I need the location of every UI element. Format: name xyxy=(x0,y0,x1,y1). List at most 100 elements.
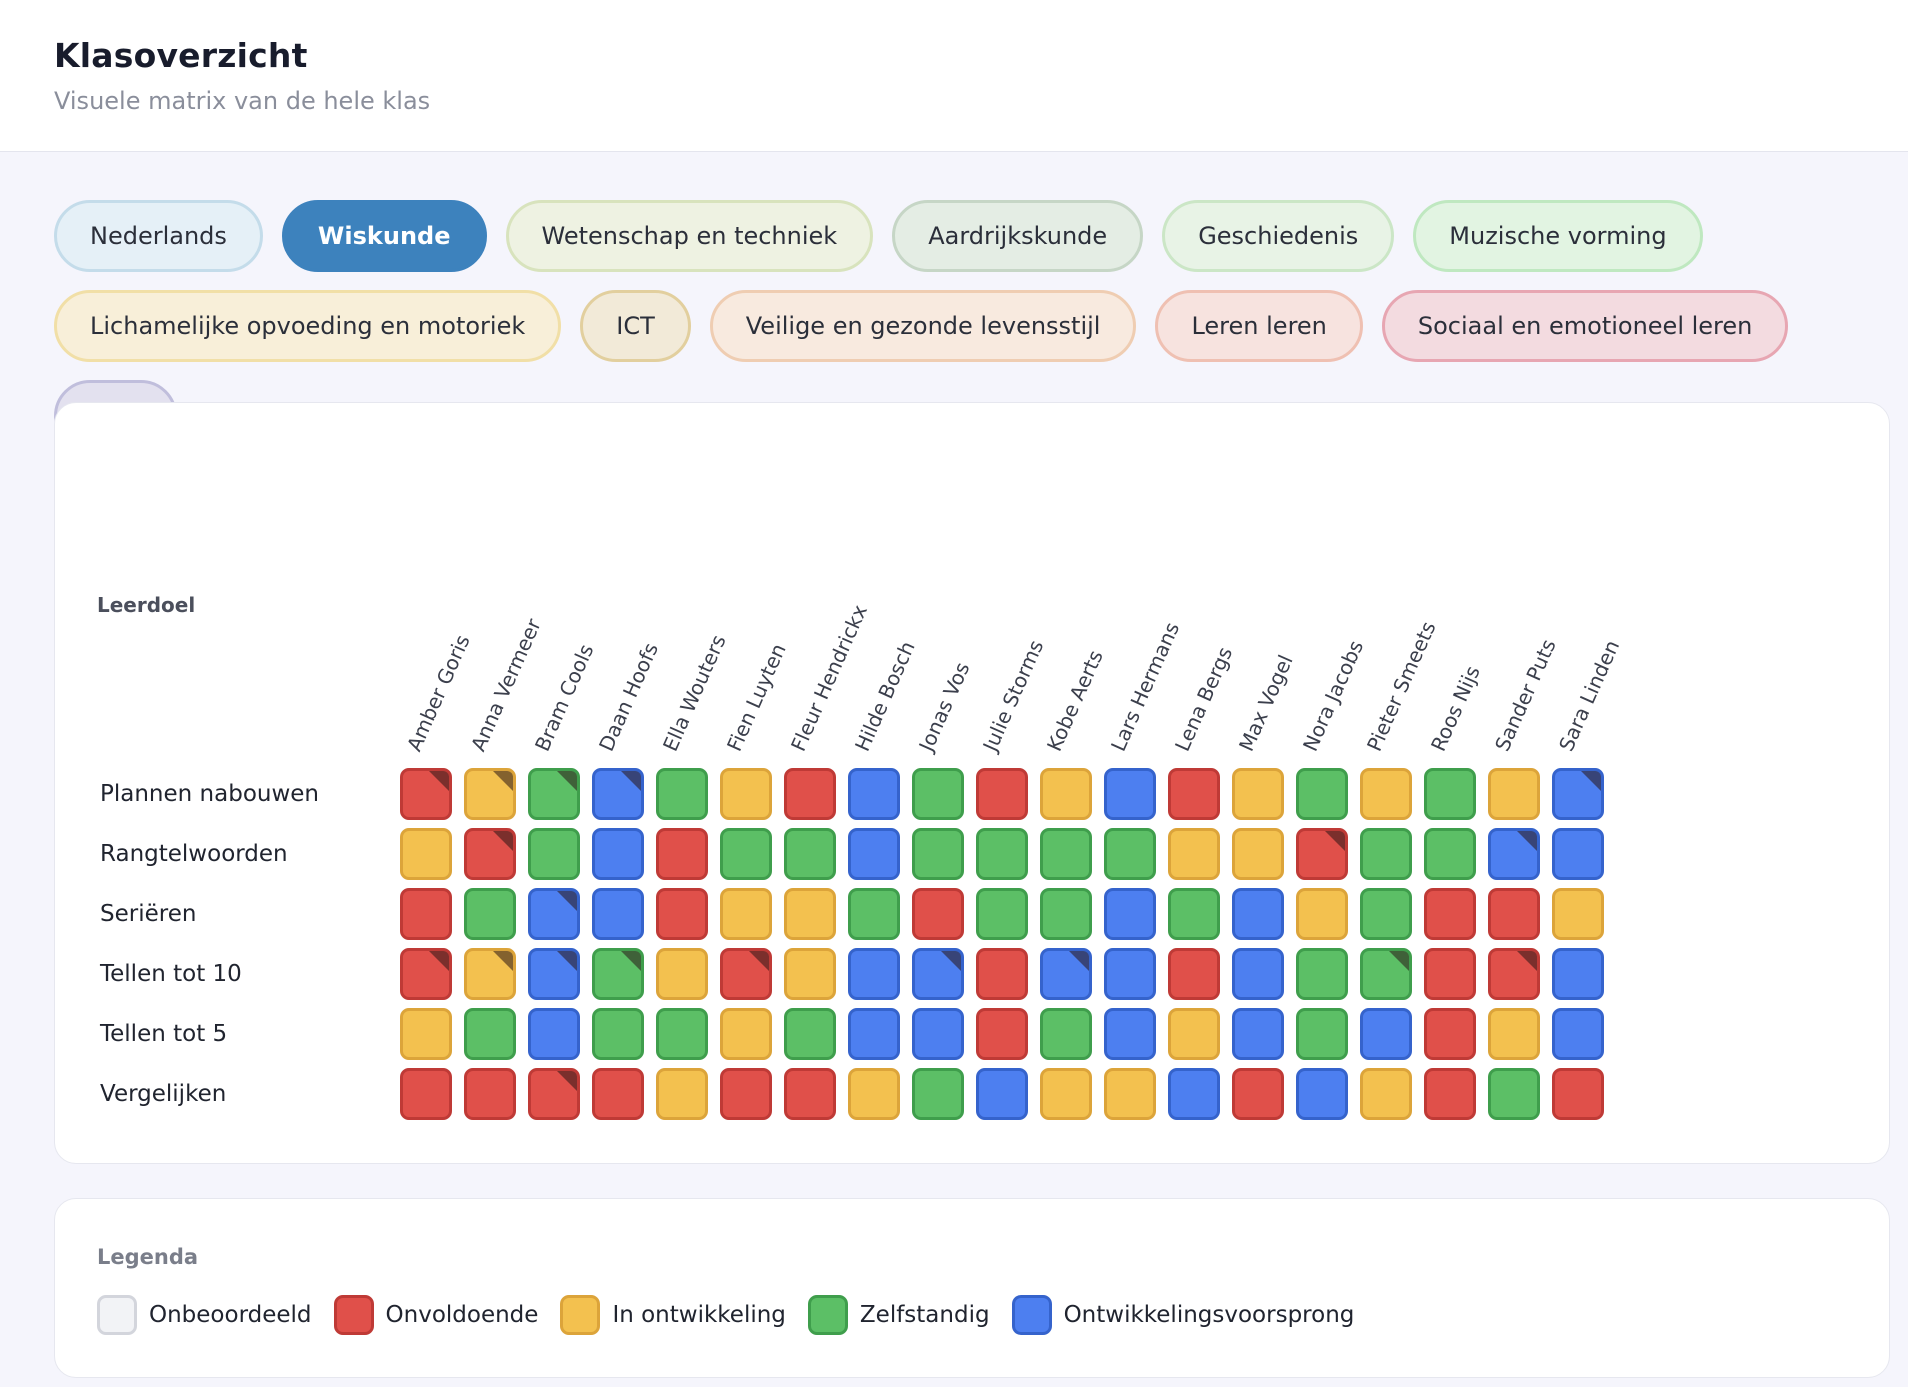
score-cell[interactable] xyxy=(592,1068,644,1120)
subject-chip-veilige-en-gezonde-levensstijl[interactable]: Veilige en gezonde levensstijl xyxy=(709,290,1137,362)
score-cell[interactable] xyxy=(720,888,772,940)
score-cell[interactable] xyxy=(720,948,772,1000)
score-cell[interactable] xyxy=(912,948,964,1000)
score-cell[interactable] xyxy=(656,948,708,1000)
score-cell[interactable] xyxy=(592,948,644,1000)
score-cell[interactable] xyxy=(1424,828,1476,880)
score-cell[interactable] xyxy=(1040,768,1092,820)
score-cell[interactable] xyxy=(912,1068,964,1120)
score-cell[interactable] xyxy=(528,948,580,1000)
score-cell[interactable] xyxy=(1360,1068,1412,1120)
score-cell[interactable] xyxy=(1424,888,1476,940)
score-cell[interactable] xyxy=(528,828,580,880)
score-cell[interactable] xyxy=(1488,948,1540,1000)
score-cell[interactable] xyxy=(1040,1008,1092,1060)
score-cell[interactable] xyxy=(1104,828,1156,880)
score-cell[interactable] xyxy=(1232,1008,1284,1060)
score-cell[interactable] xyxy=(1488,828,1540,880)
score-cell[interactable] xyxy=(400,768,452,820)
score-cell[interactable] xyxy=(1104,1008,1156,1060)
score-cell[interactable] xyxy=(1040,828,1092,880)
score-cell[interactable] xyxy=(784,768,836,820)
score-cell[interactable] xyxy=(656,888,708,940)
score-cell[interactable] xyxy=(592,888,644,940)
score-cell[interactable] xyxy=(976,888,1028,940)
subject-chip-geschiedenis[interactable]: Geschiedenis xyxy=(1162,200,1395,272)
score-cell[interactable] xyxy=(848,948,900,1000)
subject-chip-nederlands[interactable]: Nederlands xyxy=(54,200,263,272)
score-cell[interactable] xyxy=(720,768,772,820)
subject-chip-sociaal-en-emotioneel-leren[interactable]: Sociaal en emotioneel leren xyxy=(1381,290,1789,362)
subject-chip-muzische-vorming[interactable]: Muzische vorming xyxy=(1413,200,1703,272)
score-cell[interactable] xyxy=(1232,948,1284,1000)
score-cell[interactable] xyxy=(912,768,964,820)
score-cell[interactable] xyxy=(1360,888,1412,940)
score-cell[interactable] xyxy=(1488,1008,1540,1060)
score-cell[interactable] xyxy=(656,828,708,880)
score-cell[interactable] xyxy=(1488,768,1540,820)
score-cell[interactable] xyxy=(1104,768,1156,820)
score-cell[interactable] xyxy=(464,828,516,880)
score-cell[interactable] xyxy=(464,1068,516,1120)
score-cell[interactable] xyxy=(1552,768,1604,820)
score-cell[interactable] xyxy=(656,768,708,820)
score-cell[interactable] xyxy=(1104,888,1156,940)
score-cell[interactable] xyxy=(1424,948,1476,1000)
score-cell[interactable] xyxy=(1552,948,1604,1000)
score-cell[interactable] xyxy=(592,828,644,880)
score-cell[interactable] xyxy=(1552,1068,1604,1120)
score-cell[interactable] xyxy=(1360,768,1412,820)
score-cell[interactable] xyxy=(912,1008,964,1060)
score-cell[interactable] xyxy=(1424,1068,1476,1120)
score-cell[interactable] xyxy=(1168,948,1220,1000)
score-cell[interactable] xyxy=(464,1008,516,1060)
score-cell[interactable] xyxy=(1104,948,1156,1000)
score-cell[interactable] xyxy=(400,1008,452,1060)
score-cell[interactable] xyxy=(528,888,580,940)
score-cell[interactable] xyxy=(1552,828,1604,880)
score-cell[interactable] xyxy=(720,1068,772,1120)
subject-chip-leren-leren[interactable]: Leren leren xyxy=(1155,290,1363,362)
score-cell[interactable] xyxy=(400,1068,452,1120)
score-cell[interactable] xyxy=(976,828,1028,880)
score-cell[interactable] xyxy=(528,1068,580,1120)
score-cell[interactable] xyxy=(464,948,516,1000)
score-cell[interactable] xyxy=(1296,828,1348,880)
score-cell[interactable] xyxy=(1168,828,1220,880)
score-cell[interactable] xyxy=(400,828,452,880)
score-cell[interactable] xyxy=(784,888,836,940)
score-cell[interactable] xyxy=(592,768,644,820)
score-cell[interactable] xyxy=(656,1008,708,1060)
score-cell[interactable] xyxy=(784,1068,836,1120)
score-cell[interactable] xyxy=(1424,768,1476,820)
score-cell[interactable] xyxy=(848,888,900,940)
score-cell[interactable] xyxy=(1360,828,1412,880)
subject-chip-wiskunde[interactable]: Wiskunde xyxy=(281,200,487,272)
score-cell[interactable] xyxy=(1296,1068,1348,1120)
score-cell[interactable] xyxy=(1040,948,1092,1000)
score-cell[interactable] xyxy=(1168,1008,1220,1060)
score-cell[interactable] xyxy=(784,1008,836,1060)
score-cell[interactable] xyxy=(720,828,772,880)
score-cell[interactable] xyxy=(848,1068,900,1120)
score-cell[interactable] xyxy=(1168,768,1220,820)
score-cell[interactable] xyxy=(1104,1068,1156,1120)
score-cell[interactable] xyxy=(592,1008,644,1060)
score-cell[interactable] xyxy=(1424,1008,1476,1060)
score-cell[interactable] xyxy=(784,828,836,880)
score-cell[interactable] xyxy=(1168,1068,1220,1120)
score-cell[interactable] xyxy=(848,768,900,820)
score-cell[interactable] xyxy=(1488,888,1540,940)
score-cell[interactable] xyxy=(528,1008,580,1060)
subject-chip-lichamelijke-opvoeding-en-motoriek[interactable]: Lichamelijke opvoeding en motoriek xyxy=(54,290,562,362)
score-cell[interactable] xyxy=(912,828,964,880)
score-cell[interactable] xyxy=(976,1068,1028,1120)
score-cell[interactable] xyxy=(912,888,964,940)
score-cell[interactable] xyxy=(976,948,1028,1000)
score-cell[interactable] xyxy=(1040,888,1092,940)
score-cell[interactable] xyxy=(1296,1008,1348,1060)
score-cell[interactable] xyxy=(400,948,452,1000)
score-cell[interactable] xyxy=(1232,1068,1284,1120)
score-cell[interactable] xyxy=(1232,828,1284,880)
score-cell[interactable] xyxy=(1232,888,1284,940)
